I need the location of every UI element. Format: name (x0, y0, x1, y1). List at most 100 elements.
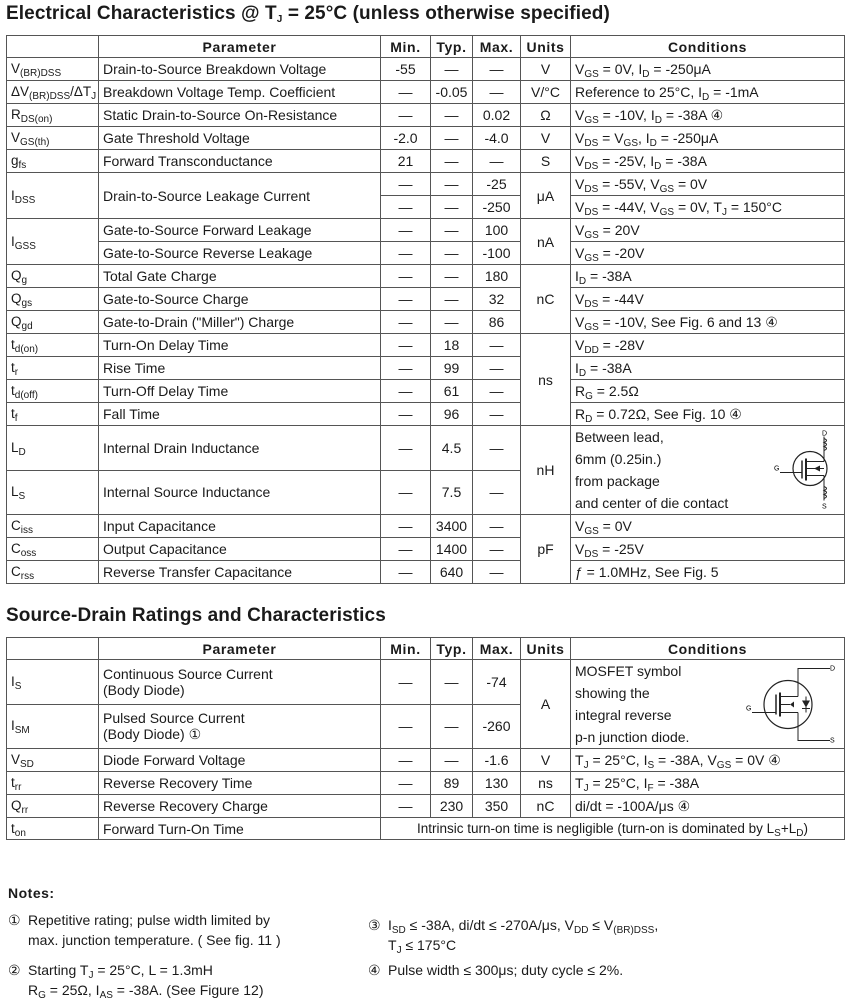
conditions-cell: Reference to 25°C, ID = -1mA (570, 80, 845, 104)
header-parameter: Parameter (98, 35, 381, 58)
units-cell: ns (520, 333, 571, 426)
conditions-text: VDS = -44V (575, 291, 644, 310)
parameter-cell: Pulsed Source Current (Body Diode) ① (98, 703, 381, 749)
conditions-text: VGS = -20V (575, 245, 645, 264)
max-cell: — (472, 514, 521, 538)
conditions-cell: VDS = VGS, ID = -250μA (570, 126, 845, 150)
conditions-text: TJ = 25°C, IF = -38A (575, 775, 700, 794)
svg-text:S: S (822, 504, 827, 509)
conditions-text: VDS = VGS, ID = -250μA (575, 130, 719, 149)
symbol-cell: VGS(th) (6, 126, 99, 150)
typ-cell: — (430, 748, 473, 772)
electrical-characteristics-title: Electrical Characteristics @ TJ = 25°C (… (6, 3, 610, 25)
typ-cell: 61 (430, 379, 473, 403)
conditions-cell: VDS = -44V, VGS = 0V, TJ = 150°C (570, 195, 845, 219)
parameter-cell: Gate Threshold Voltage (98, 126, 381, 150)
typ-cell: — (430, 195, 473, 219)
min-cell: — (380, 794, 431, 818)
header-parameter: Parameter (98, 637, 381, 660)
max-cell: — (472, 402, 521, 426)
conditions-text: VGS = 0V, ID = -250μA (575, 61, 711, 80)
conditions-text: MOSFET symbol showing the integral reverse… (575, 663, 690, 745)
parameter-cell: Gate-to-Source Forward Leakage (98, 218, 381, 242)
parameter-cell: Forward Turn-On Time (98, 817, 381, 840)
table-row: td(off) Turn-Off Delay Time —61— RG = 2.5Ω (6, 379, 845, 403)
header-symbol (6, 35, 99, 58)
header-typ: Typ. (430, 35, 473, 58)
table-row: Qg Total Gate Charge — —180 nC ID = -38A (6, 264, 845, 334)
max-cell: -74 (472, 659, 521, 705)
header-max: Max. (472, 637, 521, 660)
table-row: ton Forward Turn-On Time Intrinsic turn-on… (6, 817, 845, 840)
table-row: Ciss Input Capacitance —3400— pF VGS = 0V (6, 514, 845, 584)
max-cell: -260 (472, 703, 521, 749)
table-row: IGSS Gate-to-Source Forward Leakage — —100 n… (6, 218, 845, 265)
min-cell: — (380, 379, 431, 403)
max-cell: 180 (472, 264, 521, 288)
conditions-text: VGS = 20V (575, 222, 640, 241)
table-row: LS Internal Source Inductance —7.5— (6, 469, 845, 515)
parameter-cell: Gate-to-Drain ("Miller") Charge (98, 310, 381, 334)
mosfet-diode-symbol-icon: D G S (746, 666, 835, 745)
typ-cell: 96 (430, 402, 473, 426)
parameter-cell: Fall Time (98, 402, 381, 426)
conditions-cell: VDD = -28V (570, 333, 845, 357)
conditions-text: TJ = 25°C, IS = -38A, VGS = 0V ④ (575, 752, 781, 771)
symbol-cell: IS (6, 659, 99, 705)
typ-cell: — (430, 703, 473, 749)
min-cell: — (380, 287, 431, 311)
min-cell: — (380, 333, 431, 357)
min-cell: — (380, 80, 431, 104)
max-cell: 86 (472, 310, 521, 334)
parameter-cell: Continuous Source Current (Body Diode) (98, 659, 381, 705)
units-cell: nA (520, 218, 571, 265)
header-symbol (6, 637, 99, 660)
symbol-cell: tf (6, 402, 99, 426)
conditions-text: VGS = -10V, ID = -38A ④ (575, 107, 724, 126)
min-cell: — (380, 310, 431, 334)
note-1: ① Repetitive rating; pulse width limited … (8, 910, 281, 950)
parameter-cell: Internal Source Inductance (98, 469, 381, 515)
conditions-text: VDS = -25V (575, 541, 644, 560)
typ-cell: 18 (430, 333, 473, 357)
max-cell: — (472, 80, 521, 104)
symbol-cell: ΔV(BR)DSS/ΔTJ (6, 80, 99, 104)
units-cell: V/°C (520, 80, 571, 104)
max-cell: -25 (472, 172, 521, 196)
parameter-cell: Gate-to-Source Charge (98, 287, 381, 311)
max-cell: 0.02 (472, 103, 521, 127)
units-cell: ns (520, 771, 571, 795)
parameter-cell: Internal Drain Inductance (98, 425, 381, 471)
symbol-cell: Qg (6, 264, 99, 288)
conditions-text: VDD = -28V (575, 337, 645, 356)
table-row: Qgd Gate-to-Drain ("Miller") Charge — —86 VG… (6, 310, 845, 334)
symbol-cell: td(off) (6, 379, 99, 403)
header-row: Parameter Min. Typ. Max. Units Conditions (6, 637, 845, 660)
table-row: Qgs Gate-to-Source Charge — —32 VDS = -44V (6, 287, 845, 311)
typ-cell: 4.5 (430, 425, 473, 471)
conditions-text: RD = 0.72Ω, See Fig. 10 ④ (575, 406, 742, 425)
typ-cell: 640 (430, 560, 473, 584)
parameter-cell: Reverse Recovery Charge (98, 794, 381, 818)
symbol-cell: Qgs (6, 287, 99, 311)
parameter-cell: Forward Transconductance (98, 149, 381, 173)
min-cell: — (380, 264, 431, 288)
max-cell: — (472, 537, 521, 561)
min-cell: -55 (380, 57, 431, 81)
header-min: Min. (380, 35, 431, 58)
typ-cell: — (430, 310, 473, 334)
parameter-cell: Diode Forward Voltage (98, 748, 381, 772)
typ-cell: — (430, 172, 473, 196)
conditions-cell: VGS = 20V (570, 218, 845, 242)
typ-cell: 1400 (430, 537, 473, 561)
conditions-text: VDS = -25V, ID = -38A (575, 153, 707, 172)
parameter-cell: Gate-to-Source Reverse Leakage (98, 241, 381, 265)
min-cell: — (380, 703, 431, 749)
max-cell: -1.6 (472, 748, 521, 772)
typ-cell: -0.05 (430, 80, 473, 104)
conditions-cell: ID = -38A (570, 264, 845, 288)
header-max: Max. (472, 35, 521, 58)
table-row: IDSS Drain-to-Source Leakage Current — — -25… (6, 172, 845, 219)
conditions-cell: VDS = -55V, VGS = 0V (570, 172, 845, 196)
conditions-cell: VGS = -20V (570, 241, 845, 265)
